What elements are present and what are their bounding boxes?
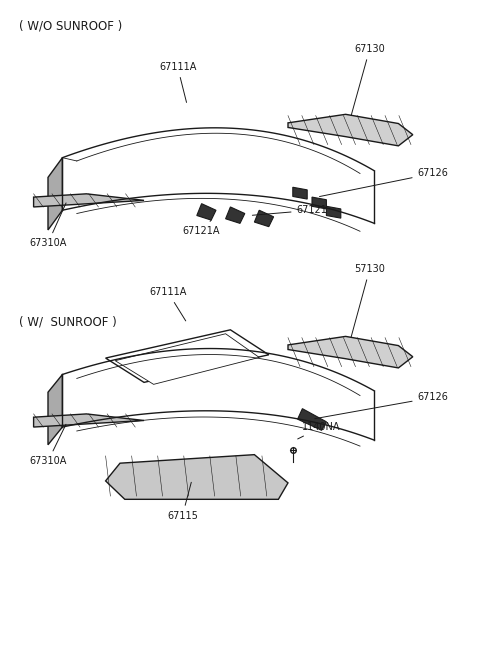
Polygon shape — [293, 187, 307, 199]
Text: 67121A: 67121A — [183, 220, 220, 237]
Polygon shape — [115, 334, 259, 384]
Polygon shape — [197, 204, 216, 220]
Polygon shape — [288, 114, 413, 146]
Text: 67111A: 67111A — [149, 287, 187, 321]
Text: 1140NA: 1140NA — [298, 422, 341, 439]
Polygon shape — [106, 455, 288, 499]
Text: ( W/  SUNROOF ): ( W/ SUNROOF ) — [19, 315, 117, 328]
Polygon shape — [254, 210, 274, 227]
Polygon shape — [106, 330, 269, 382]
Polygon shape — [298, 409, 326, 430]
Text: 67111A: 67111A — [159, 62, 196, 102]
Polygon shape — [34, 414, 144, 427]
Text: 67310A: 67310A — [29, 424, 67, 466]
Text: 67126: 67126 — [320, 168, 448, 196]
Polygon shape — [288, 336, 413, 368]
Polygon shape — [312, 197, 326, 209]
Text: 67130: 67130 — [351, 44, 385, 116]
Text: 57130: 57130 — [351, 264, 385, 337]
Text: 67310A: 67310A — [29, 203, 67, 248]
Polygon shape — [48, 374, 62, 445]
Polygon shape — [34, 194, 144, 207]
Text: 67121: 67121 — [252, 205, 327, 215]
Polygon shape — [326, 206, 341, 218]
Text: ( W/O SUNROOF ): ( W/O SUNROOF ) — [19, 20, 122, 33]
Text: 67115: 67115 — [167, 482, 198, 521]
Polygon shape — [226, 207, 245, 223]
Polygon shape — [48, 158, 62, 230]
Text: 67126: 67126 — [315, 392, 448, 419]
